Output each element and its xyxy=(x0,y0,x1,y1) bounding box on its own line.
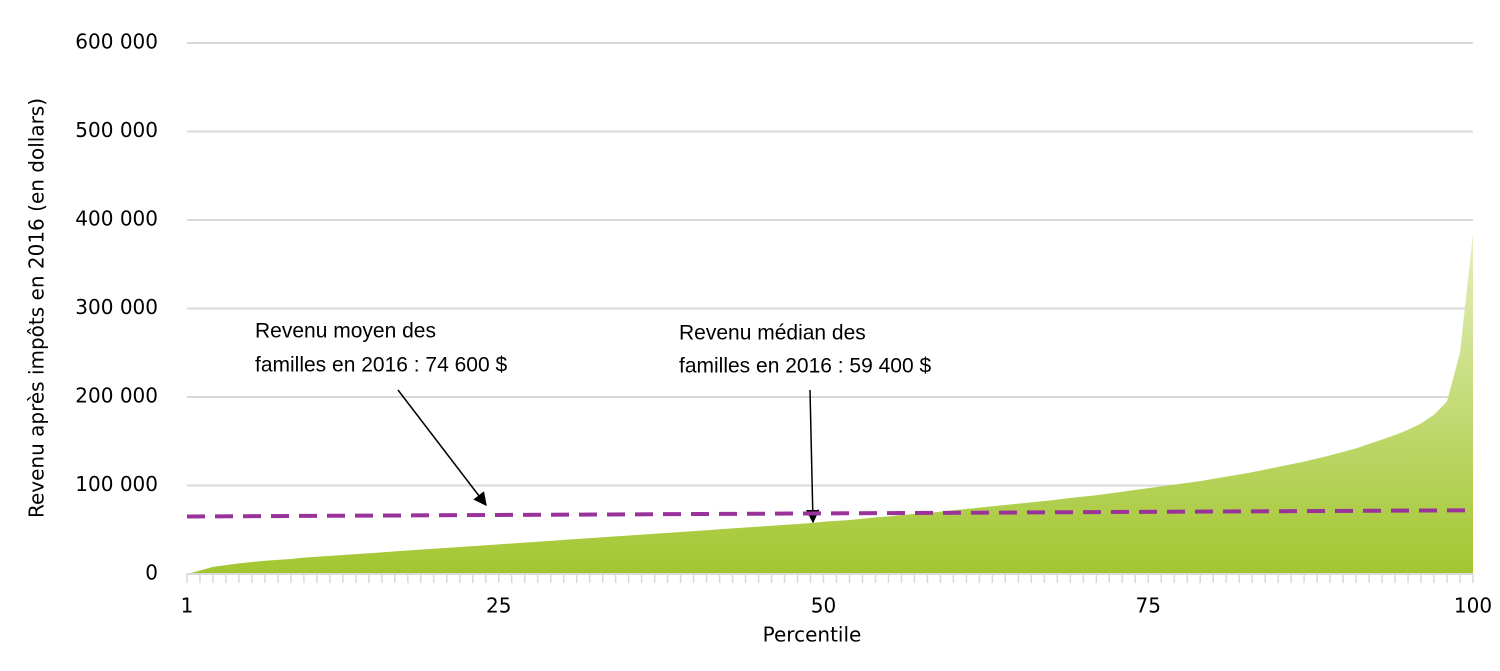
y-tick-label: 500 000 xyxy=(75,118,158,142)
y-tick-label: 200 000 xyxy=(75,384,158,408)
area xyxy=(187,233,1473,574)
y-tick-label: 600 000 xyxy=(75,30,158,54)
y-axis-label: Revenu après impôts en 2016 (en dollars) xyxy=(25,98,49,518)
annotation: familles en 2016 : 74 600 $ xyxy=(255,354,507,377)
annotation: familles en 2016 : 59 400 $ xyxy=(679,355,931,378)
annotation: Revenu moyen des xyxy=(255,320,436,343)
annotation-arrow xyxy=(805,389,820,524)
y-tick-label: 0 xyxy=(145,561,158,585)
x-axis-label: Percentile xyxy=(763,623,862,647)
x-tick-label: 25 xyxy=(486,594,511,618)
x-tick-label: 100 xyxy=(1454,594,1492,618)
x-tick-label: 1 xyxy=(181,594,194,618)
y-tick-label: 400 000 xyxy=(75,207,158,231)
x-tick-label: 50 xyxy=(811,594,836,618)
x-tick-label: 75 xyxy=(1136,594,1161,618)
annotation-arrow xyxy=(397,389,487,507)
y-tick-label: 300 000 xyxy=(75,295,158,319)
mean-line xyxy=(186,508,1474,519)
annotation: Revenu médian des xyxy=(679,322,866,345)
y-tick-label: 100 000 xyxy=(75,472,158,496)
